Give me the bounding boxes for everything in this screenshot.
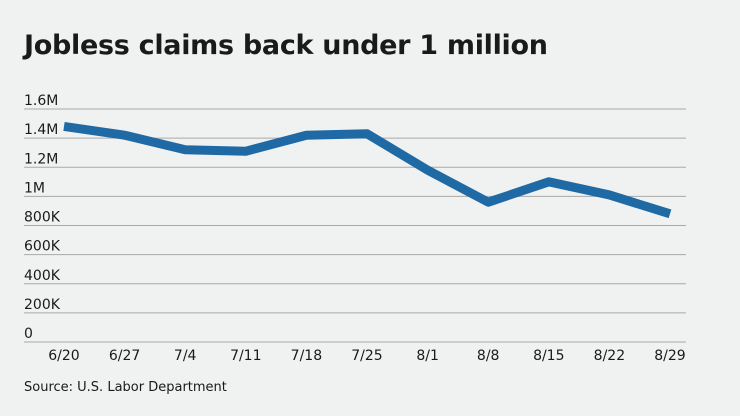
- y-tick-label: 1.4M: [24, 122, 58, 138]
- x-tick-label: 8/8: [477, 348, 500, 364]
- y-tick-label: 200K: [24, 297, 61, 313]
- series-layer: [63, 122, 672, 219]
- x-tick-label: 7/18: [291, 348, 322, 364]
- x-tick-label: 7/4: [174, 348, 197, 364]
- y-tick-label: 400K: [24, 268, 61, 284]
- x-tick-label: 6/27: [109, 348, 140, 364]
- x-tick-label: 8/1: [416, 348, 439, 364]
- x-tick-label: 7/11: [230, 348, 261, 364]
- gridlines: [24, 108, 686, 343]
- y-tick-label: 800K: [24, 210, 61, 226]
- y-tick-label: 1.6M: [24, 93, 58, 109]
- series-line: [63, 122, 672, 219]
- x-tick-label: 7/25: [351, 348, 382, 364]
- x-tick-label: 8/15: [533, 348, 564, 364]
- x-axis-ticks: 6/20 6/27 7/4 7/11 7/18 7/25 8/1 8/8 8/15 8/22 8/2…: [48, 348, 685, 364]
- chart-title: Jobless claims back under 1 million: [24, 30, 548, 61]
- y-tick-label: 1M: [24, 180, 45, 196]
- y-tick-label: 0: [24, 326, 33, 342]
- y-tick-label: 600K: [24, 239, 61, 255]
- x-tick-label: 6/20: [48, 348, 79, 364]
- y-tick-label: 1.2M: [24, 151, 58, 167]
- x-tick-label: 8/22: [594, 348, 625, 364]
- x-tick-label: 8/29: [654, 348, 685, 364]
- source-note: Source: U.S. Labor Department: [24, 380, 227, 395]
- y-axis-ticks: 0 200K 400K 600K 800K 1M 1.2M 1.4M 1.6M: [24, 93, 61, 342]
